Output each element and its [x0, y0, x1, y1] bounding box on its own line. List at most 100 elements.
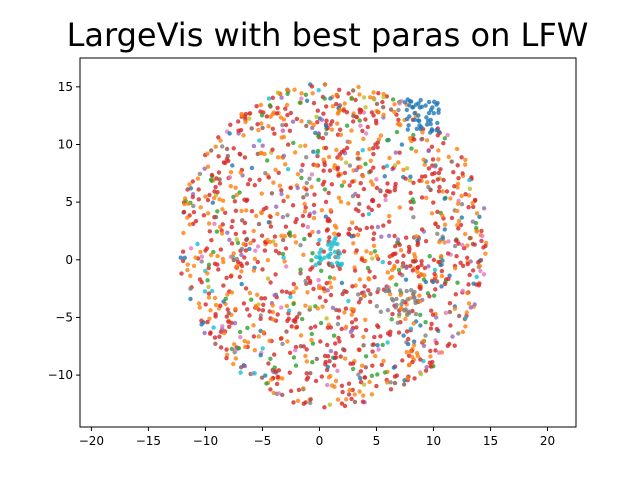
scatter-point	[316, 260, 322, 265]
scatter-point	[191, 203, 196, 209]
scatter-point	[226, 158, 231, 164]
scatter-point	[480, 233, 485, 239]
y-tick-label: 0	[65, 253, 73, 267]
scatter-point	[300, 213, 306, 219]
scatter-point	[275, 90, 281, 95]
scatter-point	[380, 99, 385, 105]
scatter-point	[415, 240, 421, 246]
scatter-point	[180, 249, 186, 254]
scatter-point	[264, 114, 269, 119]
scatter-point	[278, 115, 284, 120]
scatter-point	[334, 101, 339, 107]
scatter-point	[463, 315, 468, 321]
scatter-point	[206, 262, 212, 267]
scatter-point	[418, 371, 424, 377]
scatter-point	[401, 253, 406, 258]
scatter-point	[370, 256, 375, 261]
scatter-point	[223, 210, 228, 215]
scatter-point	[213, 341, 218, 346]
scatter-point	[269, 191, 275, 196]
scatter-point	[360, 174, 366, 179]
scatter-point	[330, 305, 336, 310]
scatter-point	[205, 319, 210, 325]
scatter-point	[280, 392, 285, 398]
scatter-point	[334, 147, 339, 153]
scatter-point	[311, 100, 317, 106]
scatter-point	[341, 249, 347, 254]
scatter-point	[328, 96, 333, 101]
scatter-point	[283, 106, 288, 111]
scatter-point	[230, 163, 235, 168]
scatter-point	[467, 236, 472, 241]
scatter-point	[441, 141, 446, 146]
scatter-point	[397, 121, 402, 127]
scatter-point	[290, 119, 296, 124]
scatter-point	[318, 247, 324, 252]
scatter-point	[437, 350, 442, 355]
scatter-point	[383, 197, 388, 203]
scatter-point	[266, 124, 271, 129]
scatter-point	[316, 88, 321, 93]
scatter-point	[217, 334, 222, 339]
scatter-point	[476, 283, 481, 288]
scatter-point	[378, 133, 384, 138]
scatter-point	[187, 222, 192, 227]
scatter-point	[452, 243, 458, 249]
scatter-point	[237, 329, 243, 335]
scatter-point	[329, 127, 335, 132]
scatter-point	[357, 347, 362, 353]
scatter-point	[263, 171, 268, 176]
scatter-point	[321, 168, 326, 173]
scatter-point	[370, 363, 375, 368]
scatter-point	[253, 248, 258, 253]
scatter-point	[300, 316, 305, 322]
scatter-point	[313, 378, 319, 384]
scatter-point	[439, 284, 444, 289]
scatter-point	[224, 314, 229, 319]
scatter-point	[412, 289, 417, 295]
scatter-point	[412, 376, 417, 381]
scatter-point	[375, 372, 380, 377]
scatter-point	[279, 191, 284, 197]
scatter-point	[228, 274, 234, 279]
scatter-point	[381, 165, 386, 170]
scatter-point	[407, 136, 413, 141]
scatter-point	[411, 215, 416, 220]
scatter-point	[285, 167, 291, 172]
scatter-point	[367, 147, 372, 152]
scatter-point	[229, 290, 235, 295]
x-tick-label: 20	[540, 434, 555, 448]
scatter-point	[481, 245, 486, 250]
scatter-point	[267, 338, 272, 343]
scatter-point	[309, 258, 314, 263]
scatter-point	[310, 251, 315, 256]
scatter-point	[352, 268, 358, 273]
scatter-point	[239, 208, 244, 214]
scatter-point	[243, 119, 248, 125]
scatter-point	[309, 172, 315, 177]
scatter-point	[406, 341, 411, 347]
scatter-point	[337, 127, 343, 132]
scatter-point	[428, 107, 434, 113]
scatter-point	[201, 213, 207, 218]
scatter-point	[329, 261, 334, 267]
scatter-point	[251, 334, 257, 339]
scatter-point	[298, 243, 303, 248]
scatter-point	[397, 150, 402, 155]
scatter-point	[427, 294, 432, 299]
scatter-point	[371, 151, 376, 157]
scatter-point	[418, 299, 423, 304]
scatter-point	[315, 306, 320, 311]
scatter-point	[413, 258, 418, 264]
scatter-point	[325, 218, 331, 223]
scatter-point	[367, 269, 372, 274]
scatter-point	[239, 246, 245, 252]
scatter-point	[368, 299, 373, 304]
scatter-point	[436, 148, 441, 153]
scatter-point	[451, 170, 456, 175]
scatter-point	[360, 399, 366, 404]
scatter-point	[472, 242, 477, 247]
scatter-point	[316, 277, 321, 283]
scatter-point	[335, 368, 340, 373]
